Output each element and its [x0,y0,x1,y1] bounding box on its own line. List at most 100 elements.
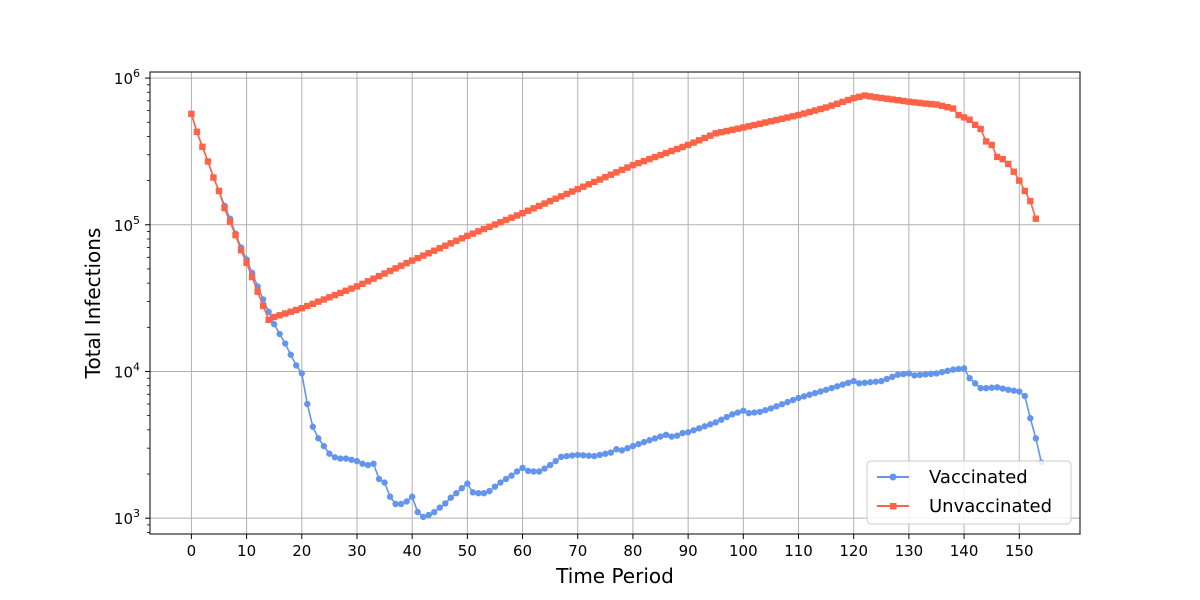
data-point [933,370,940,377]
data-point [844,379,852,387]
data-point [894,97,902,104]
data-point [408,493,416,500]
data-point [922,371,929,378]
data-point [304,400,311,408]
legend-marker-vaccinated [889,473,897,481]
data-point [320,296,328,303]
legend-box [866,460,1072,525]
data-point [469,489,477,496]
data-point [497,219,504,226]
data-point [718,128,725,136]
data-point [282,340,289,347]
data-point [999,385,1006,392]
data-point [773,116,780,124]
data-point [905,370,913,377]
data-point [960,114,968,121]
data-point [259,302,267,310]
data-point [624,445,631,452]
data-point [712,419,719,426]
data-point [889,96,896,103]
data-point [695,137,703,144]
data-point [971,121,979,129]
data-point [767,118,775,125]
data-point [734,409,742,416]
data-point [635,159,642,167]
data-point [480,225,488,233]
data-point [524,207,532,214]
data-point [795,394,802,402]
data-point [530,205,537,212]
data-point [552,195,559,202]
data-point [591,452,598,460]
data-point [646,155,653,163]
data-point [756,120,764,127]
data-point [502,216,510,224]
data-point [331,291,339,299]
data-point [927,100,935,108]
data-point [751,121,758,129]
grid [150,72,1080,534]
data-point [381,479,388,486]
data-point [800,110,808,117]
data-point [784,398,791,406]
data-point [971,380,979,387]
data-point [408,257,416,264]
data-point [425,249,432,257]
data-point [762,406,769,414]
data-point [817,388,824,395]
data-point [453,489,460,497]
data-point [911,372,918,379]
data-point [530,468,537,475]
data-point [839,381,846,388]
x-tick-label: 0 [187,542,197,560]
data-point [491,221,499,228]
data-point [497,479,504,486]
data-point [458,235,466,242]
data-point [949,105,957,112]
data-point [519,209,526,217]
data-point [822,386,830,393]
data-point [982,384,990,392]
data-point [513,468,521,475]
data-point [883,375,891,383]
data-point [889,373,896,381]
data-point [508,214,515,221]
x-tick-label: 90 [679,542,698,560]
data-point [607,171,615,178]
data-point [861,92,868,99]
data-point [624,164,631,171]
data-point [944,367,951,375]
x-axis-title: Time Period [555,564,674,588]
data-point [431,508,438,516]
x-tick-label: 140 [950,542,979,560]
y-tick-label: 103 [114,507,140,528]
data-point [905,98,913,105]
data-point [916,99,924,107]
data-point [480,489,488,497]
data-point [563,190,570,198]
data-point [596,451,604,459]
data-point [955,111,962,119]
y-tick-label: 106 [114,67,140,88]
data-point [469,230,477,237]
data-point [574,185,581,193]
data-point [695,425,703,432]
data-point [569,188,576,195]
data-point [966,374,973,382]
data-point [878,377,885,385]
data-point [817,105,824,113]
data-point [811,389,819,397]
data-point [734,125,742,132]
data-point [602,450,609,457]
data-point [359,460,366,467]
data-point [640,157,648,165]
x-tick-label: 80 [623,542,642,560]
data-point [397,500,405,508]
data-point [662,149,670,157]
data-point [353,457,361,465]
data-point [773,403,780,410]
data-point [442,242,449,249]
data-point [414,254,421,262]
data-point [977,384,984,392]
